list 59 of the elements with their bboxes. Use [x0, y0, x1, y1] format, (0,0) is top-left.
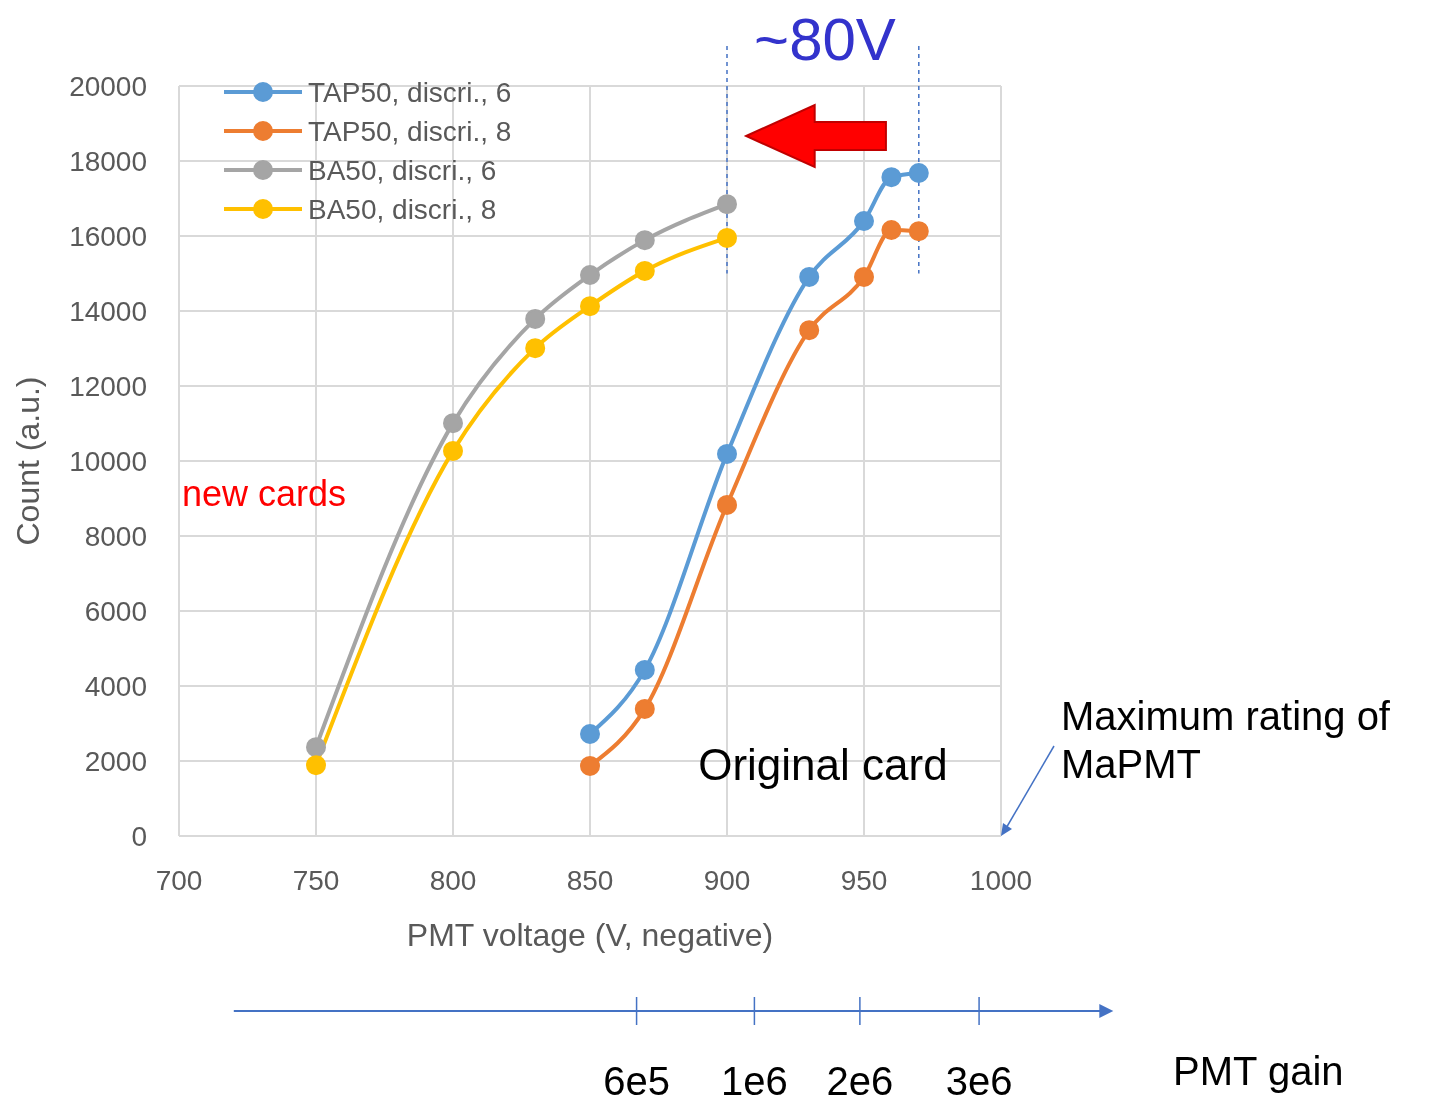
point: [580, 724, 600, 744]
y-axis-title: Count (a.u.): [10, 376, 46, 546]
point: [525, 308, 546, 329]
y-tick-label: 14000: [69, 296, 147, 327]
text: ~80V: [754, 6, 896, 73]
point: [717, 494, 737, 515]
text: 6e5: [603, 1059, 670, 1099]
point: [306, 755, 326, 776]
y-tick-label: 0: [131, 821, 147, 852]
point: [717, 443, 737, 464]
legend-label: BA50, discri., 6: [308, 155, 497, 186]
x-axis-title: PMT voltage (V, negative): [406, 917, 774, 953]
text: 3e6: [945, 1059, 1013, 1099]
point: [580, 296, 600, 317]
point: [717, 194, 737, 215]
point: [799, 266, 820, 287]
point: [634, 260, 655, 281]
text: PMT gain: [1173, 1049, 1344, 1093]
point: [908, 163, 929, 183]
point: [634, 698, 655, 719]
y-tick-label: 2000: [84, 746, 147, 777]
y-tick-label: 4000: [84, 671, 147, 702]
point: [306, 737, 326, 758]
y-tick-label: 8000: [84, 521, 147, 552]
point: [881, 220, 902, 240]
point: [443, 413, 463, 434]
text: 1e6: [721, 1059, 788, 1099]
legend-label: TAP50, discri., 6: [308, 77, 512, 108]
point: [799, 320, 820, 341]
point: [634, 230, 655, 251]
annotation: Original card: [698, 739, 948, 789]
y-tick-label: 18000: [69, 146, 147, 177]
x-tick-label: 1000: [969, 865, 1033, 896]
point: [634, 659, 655, 680]
y-tick-label: 6000: [84, 596, 147, 627]
x-tick-label: 850: [566, 865, 614, 896]
x-tick-label: 900: [703, 865, 751, 896]
point: [854, 211, 874, 231]
y-tick-label: 10000: [69, 446, 147, 477]
point: [908, 221, 929, 242]
x-tick-label: 950: [840, 865, 888, 896]
y-tick-label: 20000: [69, 71, 147, 102]
point: [580, 755, 600, 776]
y-tick-label: 12000: [69, 371, 147, 402]
legend-label: TAP50, discri., 8: [308, 116, 512, 147]
y-tick-label: 16000: [69, 221, 147, 252]
point: [580, 265, 600, 285]
text: Maximum rating of MaPMT: [1061, 694, 1391, 786]
point: [525, 338, 546, 359]
x-tick-label: 750: [292, 865, 340, 896]
x-tick-label: 700: [155, 865, 203, 896]
x-tick-label: 800: [429, 865, 477, 896]
point: [881, 167, 902, 188]
point: [854, 266, 874, 287]
text: 2e6: [826, 1059, 894, 1099]
annotation: new cards: [182, 473, 347, 514]
legend-label: BA50, discri., 8: [308, 194, 497, 225]
point: [717, 227, 737, 248]
point: [443, 440, 463, 461]
